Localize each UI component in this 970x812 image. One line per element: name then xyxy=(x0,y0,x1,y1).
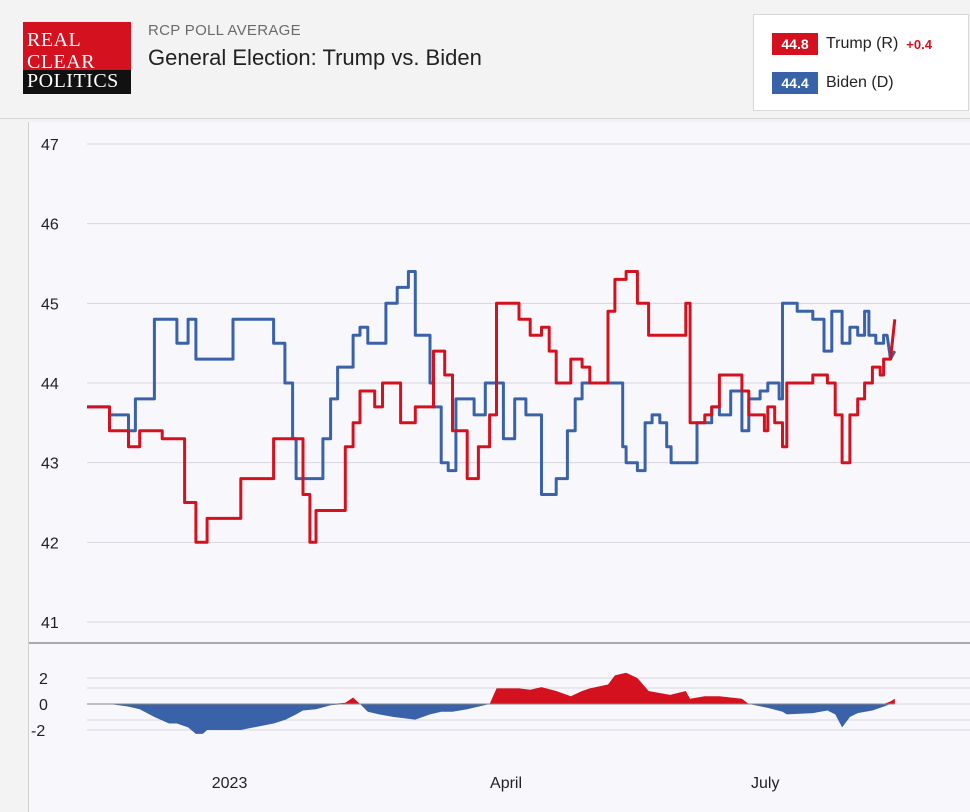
series-lines[interactable] xyxy=(87,270,897,544)
biden-label: Biden (D) xyxy=(826,74,894,91)
legend-item-trump[interactable]: 44.8 Trump (R) +0.4 xyxy=(772,31,932,57)
trump-spread: +0.4 xyxy=(906,36,932,52)
logo-line-1: REAL xyxy=(27,29,82,51)
x-tick-july: July xyxy=(751,775,779,792)
trump-line[interactable] xyxy=(87,270,897,544)
trump-label: Trump (R) xyxy=(826,35,899,52)
spread-tick-2: 2 xyxy=(39,671,48,688)
logo-line-2: CLEAR xyxy=(27,51,96,73)
biden-value-badge: 44.4 xyxy=(772,72,818,94)
trump-value-badge: 44.8 xyxy=(772,33,818,55)
plot-area[interactable]: 47 46 45 44 43 42 41 2 0 -2 2023 April July xyxy=(28,122,970,812)
spread-area-biden xyxy=(87,704,895,734)
grid-lines xyxy=(29,143,970,644)
spread-axis-ticks: 2 0 -2 xyxy=(31,671,48,740)
y-tick-44: 44 xyxy=(41,376,59,393)
legend-box: 44.8 Trump (R) +0.4 44.4 Biden (D) xyxy=(753,14,969,111)
chart-svg[interactable]: 47 46 45 44 43 42 41 2 0 -2 2023 April July xyxy=(29,122,970,812)
logo-line-3: POLITICS xyxy=(27,70,119,92)
spread-tick--2: -2 xyxy=(31,723,45,740)
spread-area xyxy=(87,672,895,734)
x-tick-2023: 2023 xyxy=(212,775,248,792)
poll-kicker: RCP POLL AVERAGE xyxy=(148,22,301,39)
x-axis-ticks: 2023 April July xyxy=(212,775,780,792)
logo-red-block xyxy=(23,22,131,70)
x-tick-april: April xyxy=(490,775,522,792)
legend-item-biden[interactable]: 44.4 Biden (D) xyxy=(772,70,894,96)
y-tick-41: 41 xyxy=(41,615,59,632)
chart-title[interactable]: General Election: Trump vs. Biden xyxy=(148,45,482,70)
widget-header: REAL CLEAR POLITICS RCP POLL AVERAGE Gen… xyxy=(0,0,970,119)
spread-tick-0: 0 xyxy=(39,697,48,714)
y-tick-45: 45 xyxy=(41,296,59,313)
rcp-logo[interactable]: REAL CLEAR POLITICS xyxy=(23,22,131,94)
y-tick-46: 46 xyxy=(41,217,59,234)
y-tick-42: 42 xyxy=(41,535,59,552)
y-tick-47: 47 xyxy=(41,137,59,154)
y-tick-43: 43 xyxy=(41,456,59,473)
y-axis-ticks: 47 46 45 44 43 42 41 xyxy=(41,137,59,632)
